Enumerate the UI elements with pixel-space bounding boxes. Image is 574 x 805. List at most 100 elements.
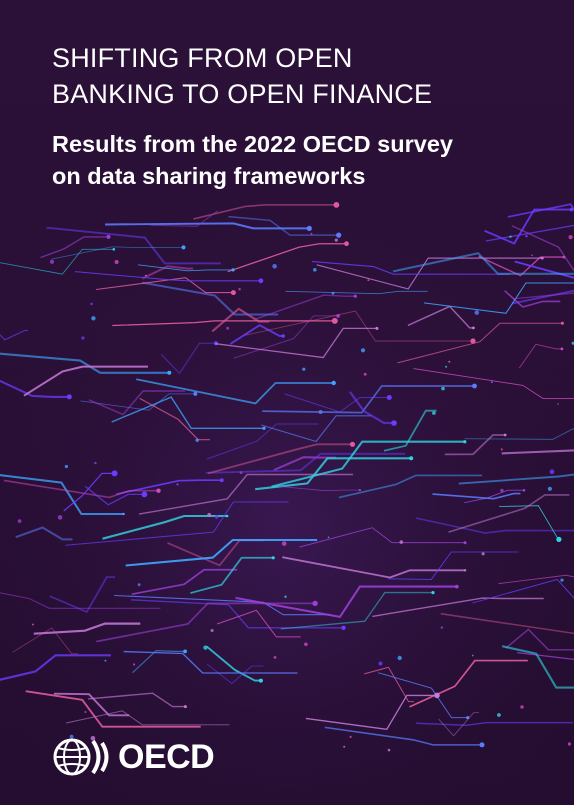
- circuit-node: [331, 317, 338, 324]
- circuit-dot: [331, 291, 335, 295]
- circuit-dot: [310, 232, 313, 235]
- circuit-node: [540, 256, 544, 260]
- circuit-line: [501, 645, 574, 689]
- circuit-node: [434, 692, 440, 699]
- circuit-node: [358, 488, 361, 492]
- circuit-dot: [273, 656, 277, 659]
- circuit-node: [344, 241, 349, 247]
- circuit-dot: [272, 264, 277, 269]
- oecd-logo: OECD: [52, 735, 215, 779]
- circuit-dot: [114, 259, 119, 265]
- circuit-line: [137, 264, 234, 272]
- circuit-dot: [363, 372, 367, 376]
- circuit-line: [51, 246, 184, 260]
- circuit-dot: [474, 310, 480, 315]
- circuit-line: [448, 494, 570, 533]
- circuit-line: [84, 485, 145, 506]
- circuit-line: [123, 650, 298, 674]
- circuit-node: [331, 380, 336, 386]
- circuit-line: [464, 489, 524, 504]
- circuit-dot: [210, 629, 214, 632]
- circuit-line: [150, 210, 218, 227]
- circuit-dot: [497, 713, 501, 717]
- circuit-dot: [144, 274, 147, 277]
- circuit-node: [336, 232, 342, 238]
- circuit-line: [409, 659, 528, 708]
- circuit-dot: [367, 279, 370, 282]
- circuit-line: [484, 208, 572, 245]
- circuit-line: [514, 260, 574, 279]
- circuit-line: [141, 265, 194, 280]
- circuit-line: [112, 320, 335, 327]
- circuit-node: [271, 556, 275, 560]
- circuit-dot: [525, 234, 528, 238]
- circuit-line: [190, 556, 274, 594]
- circuit-dot: [176, 483, 179, 486]
- circuit-line: [193, 204, 337, 220]
- circuit-node: [479, 742, 485, 748]
- circuit-line: [415, 517, 574, 534]
- circuit-dot: [57, 515, 63, 520]
- circuit-node: [112, 248, 116, 251]
- circuit-line: [349, 391, 394, 425]
- circuit-dot: [81, 336, 85, 340]
- circuit-dot: [432, 411, 436, 415]
- cover-title: SHIFTING FROM OPEN BANKING TO OPEN FINAN…: [52, 40, 552, 112]
- circuit-node: [336, 314, 340, 318]
- circuit-dot: [239, 471, 243, 474]
- circuit-dot: [547, 486, 553, 491]
- circuit-line: [458, 473, 574, 485]
- circuit-node: [258, 278, 264, 284]
- circuit-dot: [327, 536, 330, 539]
- circuit-line: [245, 310, 473, 342]
- circuit-line: [378, 672, 468, 719]
- circuit-line: [205, 645, 261, 682]
- circuit-line: [132, 650, 186, 674]
- circuit-line: [216, 609, 301, 638]
- circuit-line: [413, 368, 574, 399]
- circuit-line: [96, 602, 316, 643]
- circuit-line: [206, 423, 319, 460]
- circuit-node: [556, 536, 562, 543]
- circuit-node: [431, 591, 435, 595]
- circuit-node: [231, 268, 235, 272]
- circuit-dot: [318, 410, 323, 414]
- circuit-node: [463, 569, 467, 572]
- circuit-dot: [334, 238, 338, 242]
- circuit-line: [0, 379, 70, 398]
- circuit-line: [65, 710, 230, 726]
- circuit-dot: [399, 540, 404, 544]
- circuit-node: [463, 541, 467, 545]
- circuit-node: [386, 395, 392, 400]
- oecd-globe-icon: [53, 738, 109, 776]
- circuit-node: [230, 290, 236, 296]
- circuit-node: [219, 478, 224, 483]
- circuit-line: [207, 443, 353, 475]
- circuit-line: [0, 474, 124, 516]
- circuit-dot: [448, 360, 451, 363]
- circuit-line: [383, 409, 437, 452]
- circuit-dot: [568, 235, 573, 240]
- circuit-node: [391, 420, 397, 426]
- circuit-dot: [195, 438, 199, 442]
- circuit-dot: [91, 316, 96, 321]
- circuit-line: [407, 305, 474, 329]
- circuit-dot: [509, 235, 512, 238]
- circuit-dot: [64, 464, 68, 469]
- circuit-dot: [104, 659, 107, 662]
- circuit-dot: [441, 386, 445, 391]
- circuit-dot: [471, 654, 474, 657]
- circuit-line: [114, 594, 331, 616]
- circuit-line: [205, 452, 406, 474]
- circuit-dot: [284, 595, 287, 598]
- circuit-line: [498, 574, 574, 585]
- circuit-line: [125, 538, 318, 567]
- circuit-line: [102, 514, 228, 540]
- circuit-line: [505, 628, 574, 651]
- circuit-dot: [133, 663, 136, 666]
- circuit-line: [65, 501, 289, 546]
- circuit-line: [299, 527, 465, 548]
- circuit-dot: [137, 583, 141, 587]
- circuit-node: [463, 440, 467, 444]
- circuit-dot: [343, 745, 346, 748]
